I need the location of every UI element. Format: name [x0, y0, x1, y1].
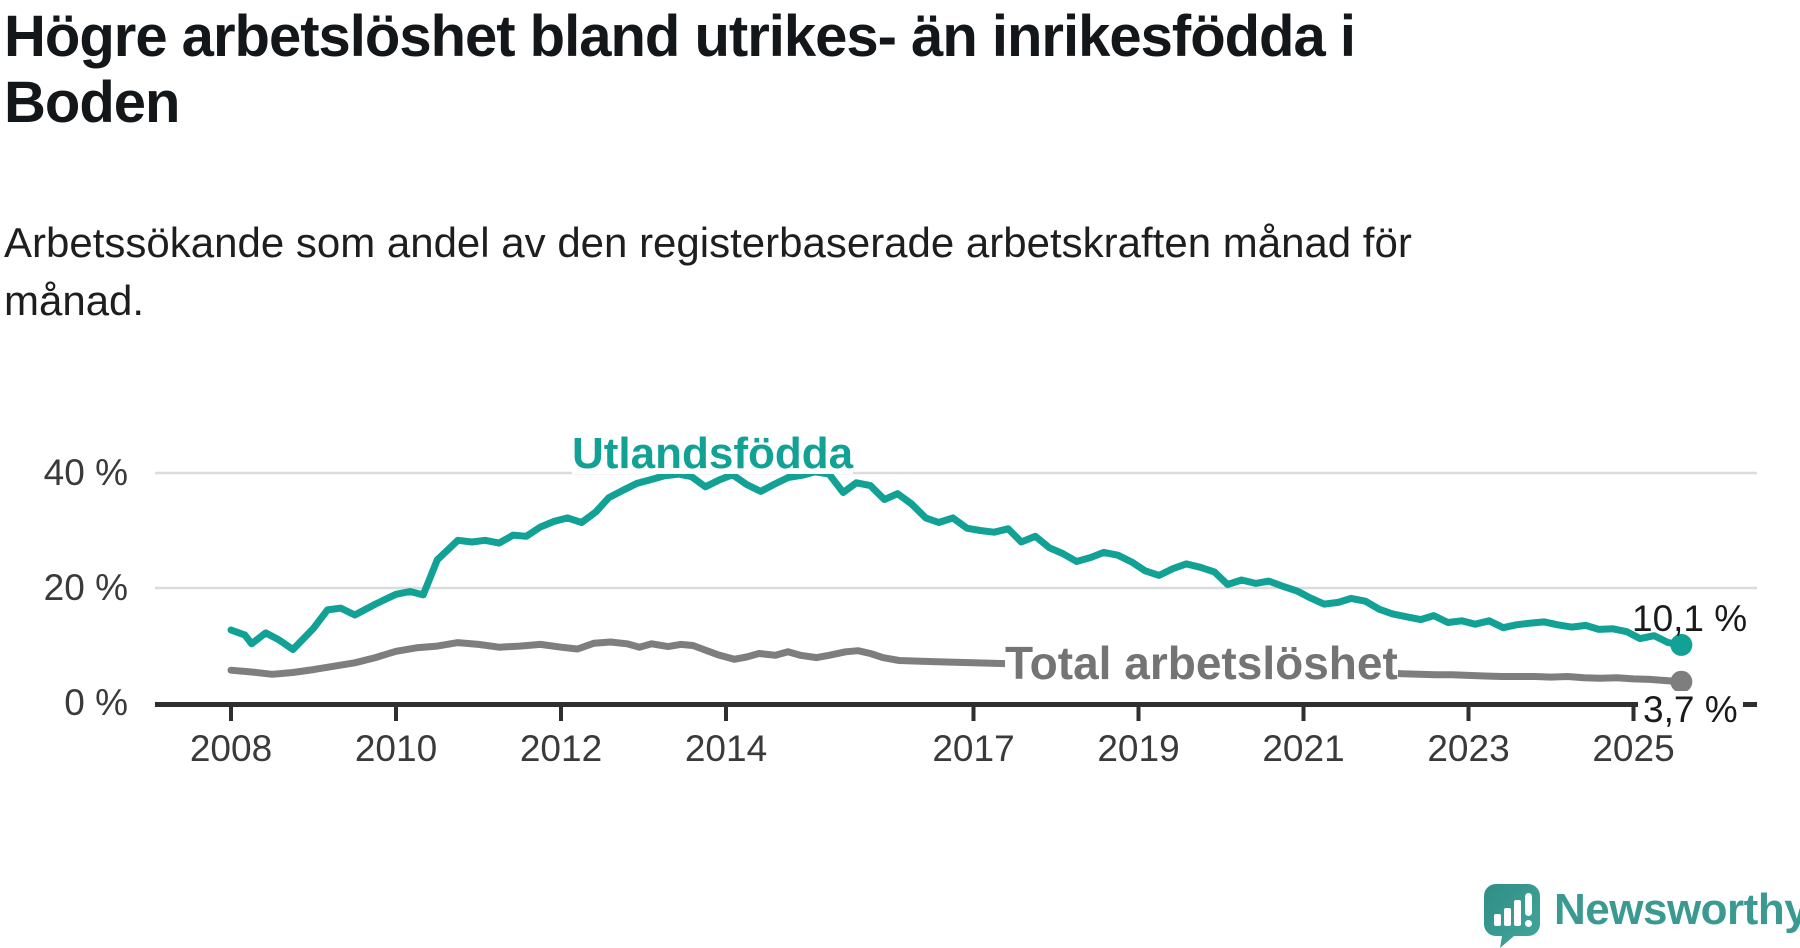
- series-line-0: [227, 468, 1685, 653]
- x-axis-label-2019: 2019: [1097, 728, 1180, 769]
- y-axis-label-20: 20 %: [43, 567, 128, 608]
- x-axis-label-2017: 2017: [932, 728, 1015, 769]
- end-value-label-utlandsfodda: 10,1 %: [1632, 598, 1748, 639]
- x-axis-label-2023: 2023: [1427, 728, 1510, 769]
- series-label-utlandsfodda: Utlandsfödda: [572, 429, 854, 478]
- series-line-1: [227, 638, 1685, 686]
- newsworthy-logo: Newsworthy: [1484, 884, 1800, 948]
- chart-subtitle-line1: Arbetssökande som andel av den registerb…: [4, 219, 1412, 266]
- page-title-line2: Boden: [4, 70, 180, 135]
- series-label-total-arbetsloshet: Total arbetslöshet: [1005, 637, 1398, 689]
- end-dot-series-0: [1670, 633, 1693, 656]
- chart-subtitle: Arbetssökande som andel av den registerb…: [4, 214, 1564, 330]
- end-dot-series-1: [1670, 670, 1693, 693]
- x-axis-label-2010: 2010: [354, 728, 438, 769]
- y-axis-label-0: 0 %: [64, 682, 128, 723]
- end-value-label-total: 3,7 %: [1638, 691, 1743, 728]
- x-axis-label-2012: 2012: [519, 728, 603, 769]
- newsworthy-icon: [1484, 884, 1540, 948]
- page-title-line1: Högre arbetslöshet bland utrikes- än inr…: [4, 4, 1356, 69]
- newsworthy-wordmark: Newsworthy: [1554, 885, 1800, 934]
- chart-subtitle-line2: månad.: [4, 277, 145, 324]
- x-axis-label-2008: 2008: [189, 728, 273, 769]
- y-axis-label-40: 40 %: [43, 452, 128, 493]
- page-title: Högre arbetslöshet bland utrikes- än inr…: [4, 4, 1524, 136]
- x-axis-label-2014: 2014: [684, 728, 768, 769]
- x-axis-label-2025: 2025: [1592, 728, 1675, 769]
- x-axis-label-2021: 2021: [1262, 728, 1345, 769]
